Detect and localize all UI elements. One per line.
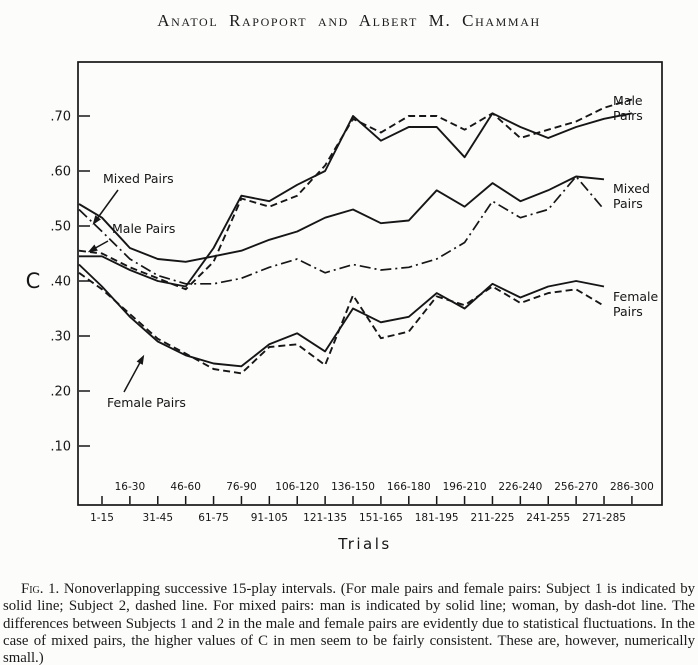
y-axis-tick-label: .30 bbox=[50, 330, 71, 345]
annotation-female-pairs: Female Pairs bbox=[107, 395, 186, 410]
y-axis-tick-label: .40 bbox=[50, 275, 71, 290]
x-axis-tick-label-upper: 136-150 bbox=[331, 481, 375, 493]
series-male-pairs-subject2 bbox=[78, 98, 633, 291]
x-axis-tick-label-upper: 106-120 bbox=[275, 481, 319, 493]
annotation-male-pairs: Male Pairs bbox=[112, 221, 175, 236]
figure-caption-label: Fig. 1. bbox=[21, 580, 60, 597]
x-axis-tick-label-upper: 256-270 bbox=[554, 481, 598, 493]
x-axis-tick-label-lower: 181-195 bbox=[415, 512, 459, 524]
x-axis-tick-label-upper: 46-60 bbox=[170, 481, 201, 493]
x-axis-tick-label-lower: 271-285 bbox=[582, 512, 626, 524]
x-axis-title: Trials bbox=[337, 535, 391, 553]
y-axis-tick-label: .50 bbox=[50, 220, 71, 235]
x-axis-tick-label-upper: 166-180 bbox=[387, 481, 431, 493]
y-axis-tick-label: .10 bbox=[50, 440, 71, 455]
series-mixed-pairs-woman bbox=[78, 175, 605, 285]
x-axis-tick-label-lower: 1-15 bbox=[90, 512, 114, 524]
curve-label-male-pairs: Male bbox=[613, 93, 643, 108]
curve-label-male-pairs: Pairs bbox=[613, 108, 643, 123]
y-axis-tick-label: .60 bbox=[50, 165, 71, 180]
series-male-pairs-subject1 bbox=[79, 112, 633, 288]
x-axis-tick-label-lower: 121-135 bbox=[303, 512, 347, 524]
page-title: Anatol Rapoport and Albert M. Chammah bbox=[157, 11, 541, 30]
x-axis-tick-label-lower: 91-105 bbox=[251, 512, 288, 524]
curve-label-mixed-pairs: Pairs bbox=[613, 196, 643, 211]
x-axis-tick-label-lower: 31-45 bbox=[143, 512, 174, 524]
annotation-arrowhead bbox=[136, 354, 145, 365]
curve-label-mixed-pairs: Mixed bbox=[613, 181, 650, 196]
plot-frame bbox=[77, 61, 663, 506]
curve-label-female-pairs: Pairs bbox=[613, 304, 643, 319]
x-axis-tick-label-lower: 241-255 bbox=[526, 512, 570, 524]
x-axis-tick-label-upper: 286-300 bbox=[610, 481, 654, 493]
x-axis-tick-label-lower: 151-165 bbox=[359, 512, 403, 524]
series-mixed-pairs-man bbox=[78, 175, 605, 263]
x-axis-tick-label-lower: 211-225 bbox=[471, 512, 515, 524]
figure-caption: Fig. 1. Nonoverlapping successive 15-pla… bbox=[3, 581, 695, 665]
x-axis-tick-label-upper: 76-90 bbox=[226, 481, 257, 493]
x-axis-tick-label-upper: 196-210 bbox=[443, 481, 487, 493]
annotation-arrowhead bbox=[92, 215, 101, 226]
curve-label-female-pairs: Female bbox=[613, 289, 659, 304]
x-axis-tick-label-lower: 61-75 bbox=[198, 512, 229, 524]
y-axis-tick-label: .70 bbox=[50, 110, 71, 125]
y-axis-title: C bbox=[26, 269, 41, 293]
figure-caption-text: Nonoverlapping successive 15-play interv… bbox=[3, 580, 696, 665]
series-female-pairs-subject2 bbox=[78, 272, 605, 375]
x-axis-tick-label-upper: 16-30 bbox=[115, 481, 146, 493]
annotation-arrowhead bbox=[87, 244, 98, 253]
annotation-mixed-pairs: Mixed Pairs bbox=[103, 171, 174, 186]
x-axis-tick-label-upper: 226-240 bbox=[498, 481, 542, 493]
y-axis-tick-label: .20 bbox=[50, 385, 71, 400]
series-female-pairs-subject1 bbox=[78, 263, 605, 368]
